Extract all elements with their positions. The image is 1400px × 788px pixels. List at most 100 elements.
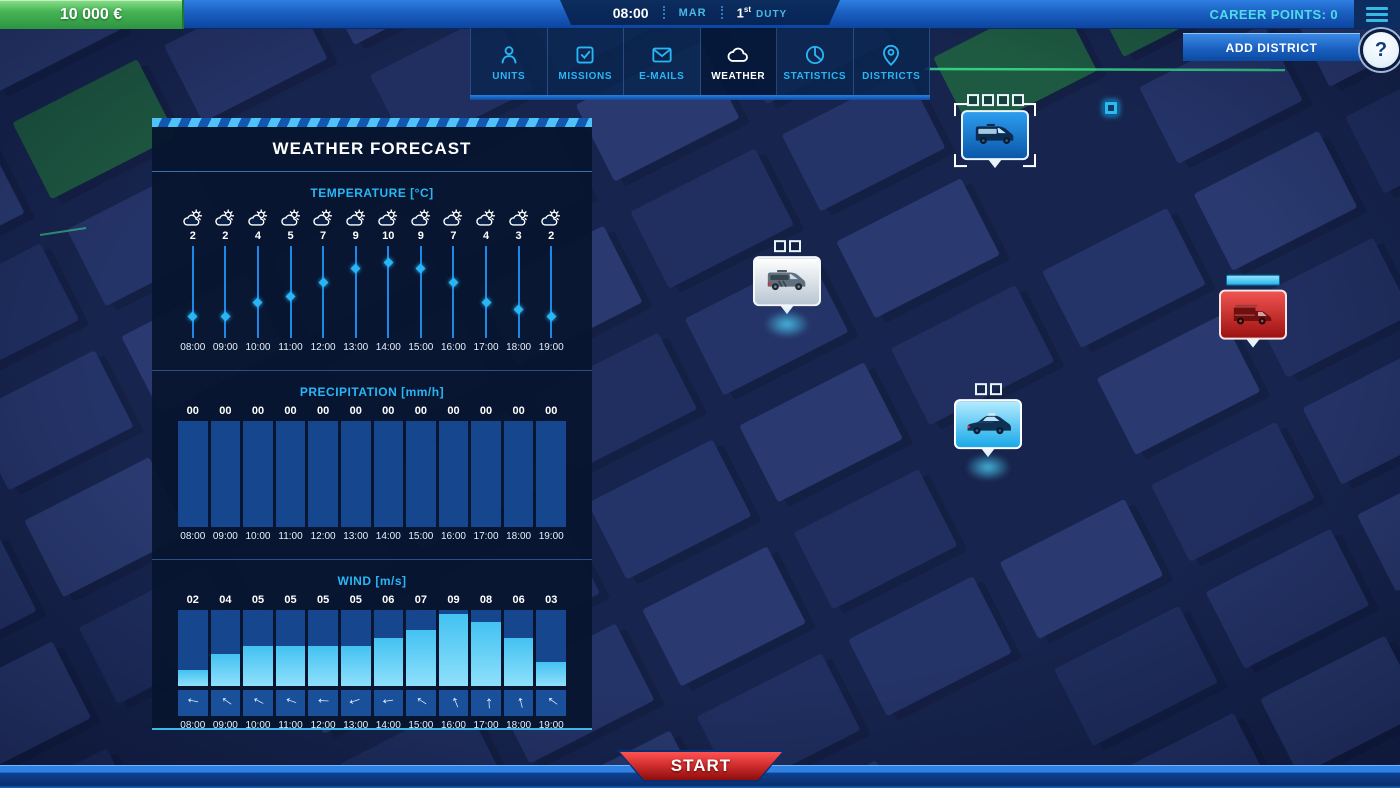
- tab-units[interactable]: UNITS: [470, 28, 548, 95]
- precipitation-value: 00: [187, 405, 199, 421]
- partly-cloudy-icon: [247, 206, 269, 230]
- wind-bar: [211, 654, 241, 686]
- time-label: 11:00: [278, 720, 302, 736]
- temperature-slider: [504, 246, 534, 338]
- precipitation-value: 00: [350, 405, 362, 421]
- partly-cloudy-icon: [345, 206, 367, 230]
- time-label: 09:00: [213, 531, 238, 547]
- precipitation-bar-bg: [243, 421, 273, 527]
- wind-column: 05→13:00: [341, 594, 371, 736]
- temperature-point: [188, 311, 198, 321]
- time-label: 15:00: [408, 342, 433, 358]
- add-district-button[interactable]: ADD DISTRICT: [1183, 33, 1360, 61]
- wind-column: 06→18:00: [504, 594, 534, 736]
- police-car-marker[interactable]: [954, 383, 1022, 481]
- time-label: 18:00: [506, 342, 531, 358]
- building-poi-icon[interactable]: [1103, 100, 1119, 116]
- time-label: 14:00: [376, 720, 401, 736]
- tab-label: DISTRICTS: [862, 71, 920, 82]
- status-box-icon: [774, 240, 786, 252]
- fire-truck-marker[interactable]: [1219, 275, 1287, 348]
- partly-cloudy-icon: [475, 206, 497, 230]
- slider-line: [322, 246, 324, 338]
- time-label: 17:00: [474, 342, 499, 358]
- wind-column: 04→09:00: [211, 594, 241, 736]
- wind-direction-arrow-icon: →: [442, 692, 464, 714]
- marker-glow: [764, 310, 810, 338]
- temperature-point: [546, 311, 556, 321]
- wind-direction-arrow-icon: →: [477, 694, 495, 712]
- temperature-value: 3: [516, 230, 522, 246]
- slider-line: [550, 246, 552, 338]
- wind-bar-bg: [178, 610, 208, 686]
- temperature-slider: [439, 246, 469, 338]
- tab-missions[interactable]: MISSIONS: [548, 28, 625, 95]
- wind-value: 03: [545, 594, 557, 610]
- tab-districts[interactable]: DISTRICTS: [854, 28, 931, 95]
- tab-emails[interactable]: E-MAILS: [624, 28, 701, 95]
- time-label: 19:00: [539, 531, 564, 547]
- wind-direction-cell: →: [308, 690, 338, 716]
- temperature-point: [318, 277, 328, 287]
- tab-label: E-MAILS: [639, 71, 684, 82]
- cloud-icon: [725, 42, 751, 68]
- status-boxes: [975, 383, 1002, 395]
- temperature-point: [286, 291, 296, 301]
- hamburger-menu-icon[interactable]: [1354, 0, 1400, 28]
- precipitation-value: 00: [447, 405, 459, 421]
- temperature-point: [514, 305, 524, 315]
- start-button[interactable]: START: [617, 750, 785, 782]
- partly-cloudy-icon: [182, 206, 204, 230]
- wind-direction-arrow-icon: →: [409, 691, 433, 715]
- precipitation-column: 00 13:00: [341, 405, 371, 547]
- wind-value: 06: [382, 594, 394, 610]
- tab-statistics[interactable]: STATISTICS: [777, 28, 854, 95]
- temperature-value: 7: [320, 230, 326, 246]
- wind-value: 05: [317, 594, 329, 610]
- wind-bar: [308, 646, 338, 686]
- tab-weather[interactable]: WEATHER: [701, 28, 778, 95]
- wind-direction-arrow-icon: →: [247, 692, 270, 715]
- time-label: 08:00: [180, 342, 205, 358]
- vehicle-frame: [961, 110, 1029, 160]
- police-van-marker[interactable]: [961, 94, 1029, 168]
- help-button[interactable]: ?: [1360, 29, 1400, 71]
- wind-bar-bg: [341, 610, 371, 686]
- start-button-label: START: [620, 752, 782, 780]
- status-boxes: [774, 240, 801, 252]
- time-label: 09:00: [213, 720, 238, 736]
- wind-direction-cell: →: [178, 690, 208, 716]
- ambulance-marker[interactable]: [753, 240, 821, 338]
- wind-direction-arrow-icon: →: [379, 693, 398, 712]
- clock-time: 08:00: [613, 5, 649, 21]
- time-label: 12:00: [311, 720, 336, 736]
- temperature-slider: [178, 246, 208, 338]
- wind-column: 02→08:00: [178, 594, 208, 736]
- partly-cloudy-icon: [540, 206, 562, 230]
- time-label: 13:00: [343, 531, 368, 547]
- partly-cloudy-icon: [312, 206, 334, 230]
- wind-value: 06: [512, 594, 524, 610]
- tab-label: STATISTICS: [783, 71, 846, 82]
- time-label: 19:00: [539, 720, 564, 736]
- slider-line: [452, 246, 454, 338]
- duty-label: DUTY: [756, 9, 787, 20]
- time-label: 15:00: [408, 531, 433, 547]
- vehicle-frame: [753, 256, 821, 306]
- time-label: 08:00: [180, 720, 205, 736]
- wind-value: 05: [252, 594, 264, 610]
- temperature-slider: [406, 246, 436, 338]
- temperature-slider: [308, 246, 338, 338]
- wind-bar: [471, 622, 501, 686]
- vehicle-frame: [1219, 290, 1287, 340]
- wind-direction-cell: →: [374, 690, 404, 716]
- wind-direction-arrow-icon: →: [314, 694, 332, 712]
